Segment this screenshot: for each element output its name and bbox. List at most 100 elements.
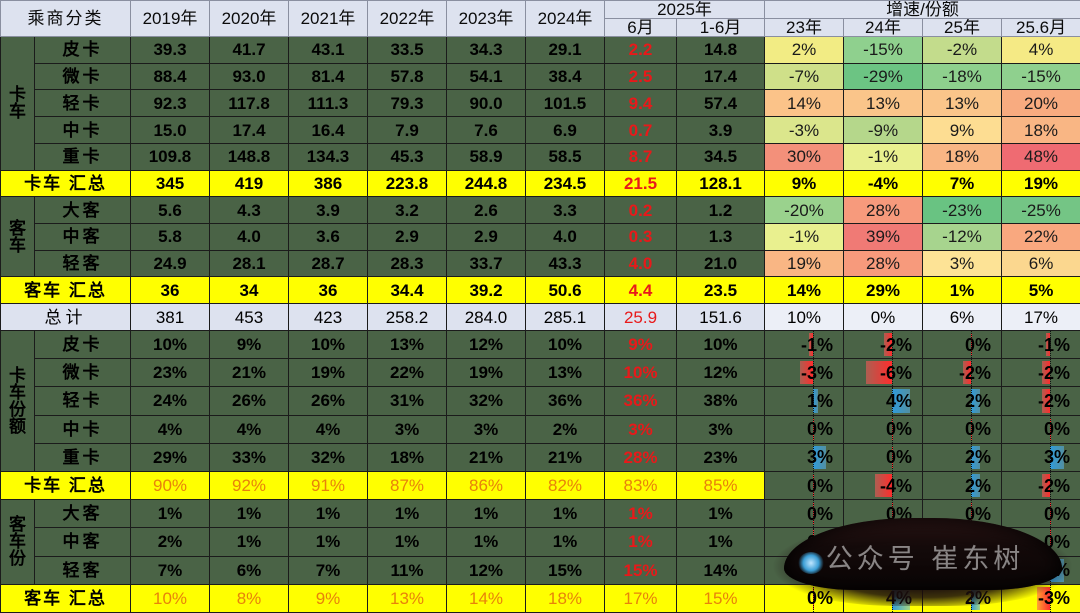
summary-share-value: 82% (525, 470, 605, 501)
table-row: 轻客 24.9 28.1 28.7 28.3 33.7 43.3 4.0 21.0 19% 28% 3… (1, 249, 1080, 278)
share-bar-cell: -3% (1001, 583, 1080, 613)
value-cell: 31% (367, 386, 447, 416)
share-bar-cell: -1% (1001, 329, 1080, 360)
growth-cell: -25% (1001, 196, 1080, 225)
summary-value: 34.4 (367, 276, 447, 305)
summary-share-value: 8% (209, 583, 289, 613)
value-cell: 1% (675, 499, 766, 529)
value-cell: 57.4 (675, 89, 766, 118)
value-cell: 92.3 (130, 89, 210, 118)
summary-share-value: 83% (604, 470, 677, 501)
summary-value: 223.8 (367, 169, 447, 198)
value-cell: 12% (446, 555, 526, 585)
share-bar-cell: 0% (764, 470, 845, 501)
summary-value: 34 (209, 276, 289, 305)
share-bar-cell: 2% (922, 386, 1003, 416)
summary-share-value: 15% (675, 583, 766, 613)
bar-fill-zero (812, 473, 815, 498)
growth-cell: -15% (1001, 62, 1080, 91)
value-cell: 1% (209, 499, 289, 529)
row-label: 轻卡 (34, 89, 131, 118)
grand-total-growth: 17% (1001, 303, 1080, 331)
row-label: 微卡 (34, 358, 131, 388)
value-cell: 58.5 (525, 142, 605, 171)
value-cell: 14.8 (675, 36, 766, 64)
share-bar-cell: 0% (843, 442, 924, 472)
value-cell: 57.8 (367, 62, 447, 91)
value-cell: 43.1 (288, 36, 368, 64)
summary-share-value: 18% (525, 583, 605, 613)
summary-value: 234.5 (525, 169, 605, 198)
value-cell: 33% (209, 442, 289, 472)
share-bar-cell: 0% (764, 527, 845, 557)
share-bar-cell: 0% (843, 499, 924, 529)
growth-cell: -20% (764, 196, 845, 225)
value-cell: 19% (446, 358, 526, 388)
share-bar-label: 0% (886, 419, 913, 440)
header-row-top: 乘商分类 2019年 2020年 2021年 2022年 2023年 2024年… (0, 0, 1080, 37)
share-bar-label: -3% (1038, 588, 1071, 609)
value-cell: 0.7 (604, 116, 677, 144)
row-label: 皮卡 (34, 36, 131, 64)
value-cell: 12% (675, 358, 766, 388)
share-bar-label: 3% (1044, 447, 1071, 468)
share-bar-label: 0% (965, 531, 992, 552)
row-label: 微卡 (34, 62, 131, 91)
growth-cell: 13% (843, 89, 924, 118)
share-bar-cell: 2% (922, 583, 1003, 613)
growth-cell: -1% (764, 223, 845, 251)
value-cell: 6% (209, 555, 289, 585)
value-cell: 34.5 (675, 142, 766, 171)
summary-share-value: 86% (446, 470, 526, 501)
grand-total-value: 151.6 (675, 303, 766, 331)
growth-cell: -29% (843, 62, 924, 91)
share-bar-cell: 2% (922, 555, 1003, 585)
table-row: 中卡 15.0 17.4 16.4 7.9 7.6 6.9 0.7 3.9 -3% -9% 9% 18% (1, 116, 1080, 144)
share-bar-cell: -2% (922, 358, 1003, 388)
growth-cell: -18% (922, 62, 1003, 91)
value-cell: 109.8 (130, 142, 210, 171)
summary-value: 21.5 (604, 169, 677, 198)
value-cell: 7.6 (446, 116, 526, 144)
share-bar-cell: 1% (764, 386, 845, 416)
table-row: 重卡 29% 33% 32% 18% 21% 21% 28% 23% 3% 0% 2% 3% (1, 442, 1080, 472)
summary-value: 50.6 (525, 276, 605, 305)
share-bar-cell: 0% (922, 414, 1003, 444)
share-bar-label: 0% (886, 531, 913, 552)
bar-fill-negative (883, 332, 893, 357)
value-cell: 7% (288, 555, 368, 585)
bar-fill-negative (962, 361, 972, 385)
bar-fill-negative (809, 332, 814, 357)
summary-value: 36 (130, 276, 210, 305)
value-cell: 32% (288, 442, 368, 472)
value-cell: 19% (288, 358, 368, 388)
value-cell: 8.7 (604, 142, 677, 171)
value-cell: 12% (446, 329, 526, 360)
row-label: 重卡 (34, 442, 131, 472)
table-row-grand-total: 总计 381 453 423 258.2 284.0 285.1 25.9 151.6 10% 0%… (0, 303, 1080, 331)
share-bar-label: -1% (801, 334, 834, 355)
table-row: 轻卡 24% 26% 26% 31% 32% 36% 36% 38% 1% 4% 2% -2% (1, 386, 1080, 416)
value-cell: 3.2 (367, 196, 447, 225)
summary-value: 244.8 (446, 169, 526, 198)
summary-value: 36 (288, 276, 368, 305)
growth-cell: 9% (922, 116, 1003, 144)
bar-fill-zero (891, 445, 894, 469)
share-bar-cell: 0% (843, 527, 924, 557)
growth-cell: 39% (843, 223, 924, 251)
summary-share-value: 17% (604, 583, 677, 613)
value-cell: 10% (675, 329, 766, 360)
share-bar-label: 0% (965, 503, 992, 524)
value-cell: 36% (525, 386, 605, 416)
value-cell: 22% (367, 358, 447, 388)
value-cell: 4% (288, 414, 368, 444)
share-bar-cell: 3% (1001, 555, 1080, 585)
value-cell: 26% (288, 386, 368, 416)
value-cell: 33.5 (367, 36, 447, 64)
share-bar-label: 0% (1044, 531, 1071, 552)
summary-growth: 5% (1001, 276, 1080, 305)
growth-cell: 30% (764, 142, 845, 171)
grand-total-label: 总计 (0, 303, 131, 331)
share-bar-label: -2% (1038, 475, 1071, 496)
